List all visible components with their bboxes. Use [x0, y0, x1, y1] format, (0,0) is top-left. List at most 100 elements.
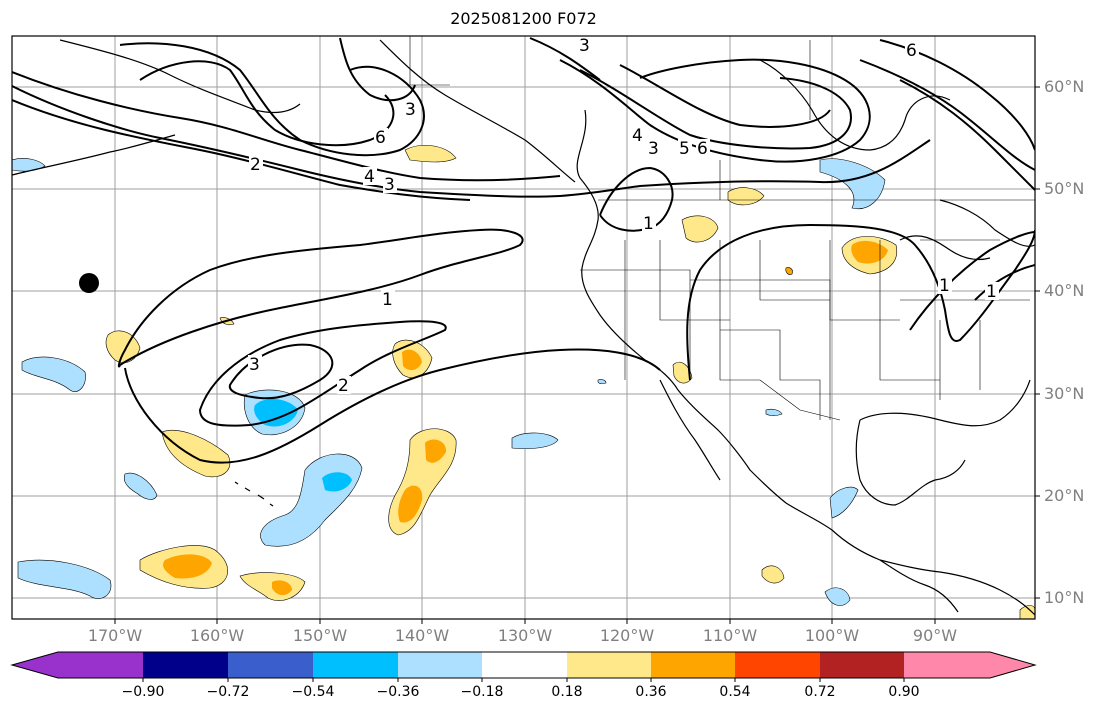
contour-label: 3 — [384, 175, 395, 195]
contour-label: 2 — [250, 155, 261, 175]
colorbar-tick-label: −0.36 — [376, 684, 420, 700]
contour-label: 3 — [249, 355, 260, 375]
pos-area — [272, 580, 292, 596]
pos-area — [785, 267, 793, 275]
pos-area — [398, 485, 423, 523]
lat-label: 60°N — [1044, 77, 1085, 96]
colorbar-segment — [398, 652, 484, 678]
colorbar-segment — [143, 652, 229, 678]
contour-label: 6 — [906, 41, 917, 61]
contour-line — [124, 348, 661, 464]
neg-area — [765, 408, 783, 416]
colorbar-segment — [567, 652, 653, 678]
map-title: 2025081200 F072 — [450, 9, 597, 28]
lat-label: 40°N — [1044, 281, 1085, 300]
pos-area — [402, 349, 422, 371]
colorbar-tick-label: 0.54 — [719, 684, 751, 700]
contour-line — [599, 166, 674, 232]
lat-label: 50°N — [1044, 179, 1085, 198]
lon-label: 130°W — [497, 626, 553, 645]
colorbar-tick-label: −0.54 — [291, 684, 335, 700]
contour-label: 3 — [579, 36, 590, 56]
colorbar-extend-high — [904, 652, 1035, 678]
pos-area — [727, 187, 765, 206]
contour-lines — [12, 37, 1035, 464]
lat-ticks — [1035, 86, 1040, 599]
lon-label: 110°W — [702, 626, 758, 645]
lat-label: 10°N — [1044, 588, 1085, 607]
pos-area — [161, 430, 231, 478]
contour-line — [579, 69, 852, 150]
colorbar-segment — [313, 652, 399, 678]
neg-area — [322, 472, 352, 492]
lon-ticks — [114, 619, 936, 624]
political-borders — [409, 36, 1035, 421]
lon-label: 140°W — [394, 626, 450, 645]
lon-label: 170°W — [87, 626, 143, 645]
contour-line — [339, 37, 416, 102]
contour-label: 1 — [939, 276, 950, 296]
neg-area — [829, 486, 859, 519]
colorbar-tick-label: −0.72 — [206, 684, 250, 700]
coastlines — [12, 39, 1035, 616]
contour-label: 1 — [382, 290, 393, 310]
lon-label: 150°W — [292, 626, 348, 645]
pos-area — [761, 565, 785, 584]
map-border — [11, 35, 1036, 620]
neg-area — [511, 432, 559, 450]
neg-area — [824, 587, 851, 606]
lon-label: 120°W — [599, 626, 655, 645]
lat-label: 20°N — [1044, 486, 1085, 505]
contour-line — [686, 223, 1035, 381]
colorbar-segment — [651, 652, 737, 678]
contour-label: 6 — [375, 128, 386, 148]
colorbar-tick-label: 0.72 — [804, 684, 836, 700]
contour-line — [559, 58, 871, 163]
contour-labels: 3 6 2 4 3 3 6 4 3 5 6 1 1 3 2 1 1 — [248, 36, 999, 396]
map-background — [12, 36, 1035, 619]
lon-label: 160°W — [189, 626, 245, 645]
pos-area — [404, 145, 457, 163]
contour-label: 2 — [338, 376, 349, 396]
colorbar-tick-label: −0.18 — [460, 684, 504, 700]
graticule — [12, 36, 1035, 619]
colorbar-tick-label: 0.18 — [551, 684, 583, 700]
contour-label: 3 — [648, 139, 659, 159]
lat-label: 30°N — [1044, 384, 1085, 403]
neg-area — [597, 379, 607, 384]
contour-label: 1 — [643, 214, 654, 234]
colorbar-segment — [735, 652, 821, 678]
colorbar-segment — [482, 652, 568, 678]
pos-area — [425, 439, 447, 463]
lon-label: 100°W — [804, 626, 860, 645]
pos-area — [1019, 605, 1035, 619]
pos-area — [163, 554, 212, 579]
colorbar-tick-label: 0.90 — [888, 684, 920, 700]
contour-line — [117, 228, 524, 368]
pos-area — [851, 240, 888, 264]
neg-area — [21, 356, 86, 392]
contour-line — [619, 64, 831, 128]
contour-label: 5 — [679, 139, 690, 159]
colorbar — [10, 651, 1037, 682]
contour-line — [12, 71, 561, 182]
contour-line — [119, 42, 425, 157]
colorbar-extend-low — [12, 652, 143, 678]
contour-line — [529, 37, 601, 81]
contour-label: 4 — [364, 167, 375, 187]
pos-area — [672, 361, 693, 384]
contour-line — [859, 59, 1035, 171]
neg-area — [12, 158, 46, 172]
contour-line — [899, 79, 1035, 191]
lon-label: 90°W — [912, 626, 958, 645]
colorbar-segment — [820, 652, 906, 678]
colorbar-segment — [228, 652, 314, 678]
neg-area — [123, 472, 158, 500]
contour-line — [228, 343, 334, 400]
contour-label: 4 — [632, 126, 643, 146]
pos-area — [681, 215, 719, 243]
contour-line — [12, 85, 931, 198]
marker-dot — [79, 273, 99, 293]
neg-area — [254, 398, 298, 427]
